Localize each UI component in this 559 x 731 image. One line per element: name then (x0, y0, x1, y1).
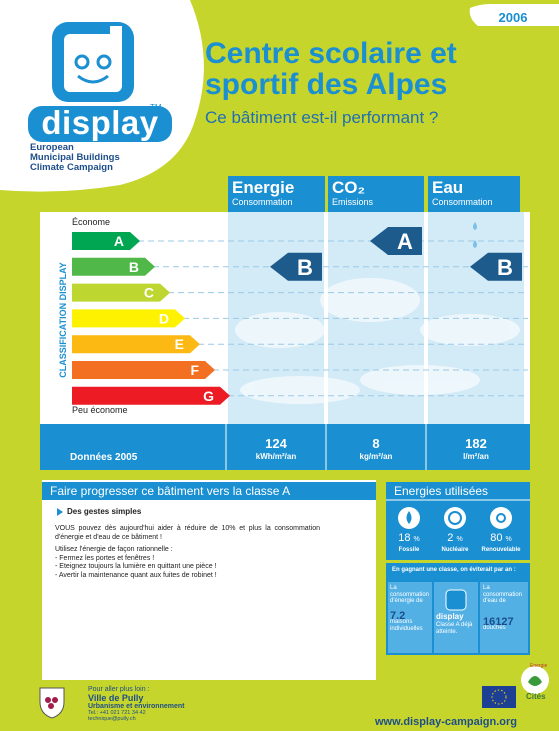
logo-name: display (30, 104, 170, 142)
trademark: TM (150, 103, 162, 112)
column-value: 182 l/m²/an (428, 436, 524, 462)
paragraph: VOUS pouvez dès aujourd'hui aider à rédu… (55, 525, 320, 542)
improve-subtitle: Des gestes simples (67, 507, 141, 516)
energy-value: 18 % (386, 532, 432, 546)
mini-logo (446, 590, 466, 610)
label: La consommation d'eau de (483, 585, 527, 605)
scale-bottom: Peu économe (72, 405, 128, 415)
class-letter: F (190, 362, 199, 378)
body: ABCDEFG BAB CLASSIFICATION DISPLAY 2006 … (0, 0, 559, 731)
unit: % (414, 536, 420, 543)
unit: % (506, 536, 512, 543)
class-bar (72, 232, 140, 250)
pully-crest (40, 688, 64, 718)
dept: Urbanisme et environnement (88, 703, 184, 711)
class-letter: E (175, 336, 184, 352)
savings-class: display Classe A déjà atteinte. (436, 612, 480, 635)
value: 182 (428, 436, 524, 451)
energy-label: Fossile (386, 546, 432, 554)
class-letter: B (129, 259, 139, 275)
energy-value: 2 % (432, 532, 478, 546)
paragraph: - Avertir la maintenance quant aux fuite… (55, 572, 320, 581)
email: technique@pully.ch (88, 716, 184, 722)
column-value: 8 kg/m²/an (328, 436, 424, 462)
energy-value: 80 % (478, 532, 524, 546)
scale-top: Économe (72, 217, 110, 227)
class-letter: C (144, 285, 154, 301)
savings-title: En gagnant une classe, on éviterait par … (392, 567, 527, 574)
energy-item: 18 % Fossile (386, 532, 432, 554)
logo-icon (52, 22, 134, 102)
improve-title: Faire progresser ce bâtiment vers la cla… (42, 482, 290, 500)
side-label: CLASSIFICATION DISPLAY (58, 262, 68, 378)
value: 18 (398, 532, 410, 544)
column-header: Eau Consommation (428, 178, 522, 212)
class-arrow-letter: B (497, 255, 513, 280)
column-subtitle: Emissions (332, 197, 422, 208)
data-label: Données 2005 (70, 452, 137, 463)
campaign: European Municipal Buildings Climate Cam… (30, 143, 120, 173)
column-header: Energie Consommation (228, 178, 322, 212)
value: 8 (328, 436, 424, 451)
unit: kg/m²/an (328, 451, 424, 462)
class-arrow-letter: B (297, 255, 313, 280)
partner-top: Energie (530, 663, 547, 669)
paragraph: Utilisez l'énergie de façon rationnelle … (55, 546, 320, 555)
page: Display poster { "year": "2006", "header… (0, 0, 559, 731)
logo: display (436, 612, 480, 622)
savings-water: La consommation d'eau de 16127 douches (483, 585, 527, 632)
energy-label: Nucléaire (432, 546, 478, 554)
class-letter: D (159, 310, 169, 326)
partner-bottom: Cités (526, 692, 546, 701)
year: 2006 (478, 10, 548, 25)
savings-energy: La consommation d'énergie de 7.2 maisons… (390, 585, 434, 632)
column-title: CO₂ (332, 178, 422, 197)
eu-flag (482, 686, 516, 708)
class-bar (72, 284, 170, 302)
column-title: Energie (232, 178, 322, 197)
org: Ville de Pully (88, 694, 184, 703)
unit: douches (483, 625, 527, 632)
label: La consommation d'énergie de (390, 585, 434, 605)
unit: kWh/m²/an (228, 451, 324, 462)
website: www.display-campaign.org (375, 716, 517, 728)
text: Classe A déjà atteinte. (436, 622, 480, 635)
class-bar (72, 258, 155, 276)
unit: maisons individuelles (390, 619, 434, 632)
footer-contact: Pour aller plus loin : Ville de Pully Ur… (88, 686, 184, 722)
improve-text: VOUS pouvez dès aujourd'hui aider à rédu… (55, 525, 320, 580)
unit: % (456, 536, 462, 543)
energy-item: 2 % Nucléaire (432, 532, 478, 554)
energy-icons (398, 507, 512, 529)
energy-label: Renouvelable (478, 546, 524, 554)
unit: l/m²/an (428, 451, 524, 462)
column-subtitle: Consommation (232, 197, 322, 208)
value: 80 (490, 532, 502, 544)
class-letter: A (114, 233, 124, 249)
column-subtitle: Consommation (432, 197, 522, 208)
column-title: Eau (432, 178, 522, 197)
energy-item: 80 % Renouvelable (478, 532, 524, 554)
poster: ABCDEFG BAB CLASSIFICATION DISPLAY 2006 … (0, 0, 559, 731)
column-header: CO₂ Emissions (328, 178, 422, 212)
subtitle: Ce bâtiment est-il performant ? (205, 108, 438, 128)
class-letter: G (203, 388, 214, 404)
title: Centre scolaire et sportif des Alpes (205, 38, 525, 100)
campaign-line: Climate Campaign (30, 163, 120, 173)
value: 124 (228, 436, 324, 451)
value: 2 (447, 532, 453, 544)
class-arrow-letter: A (397, 229, 413, 254)
column-value: 124 kWh/m²/an (228, 436, 324, 462)
energies-title: Energies utilisées (386, 482, 488, 500)
paragraph: - Eteignez toujours la lumière en quitta… (55, 563, 320, 572)
paragraph: - Fermez les portes et fenêtres ! (55, 555, 320, 564)
